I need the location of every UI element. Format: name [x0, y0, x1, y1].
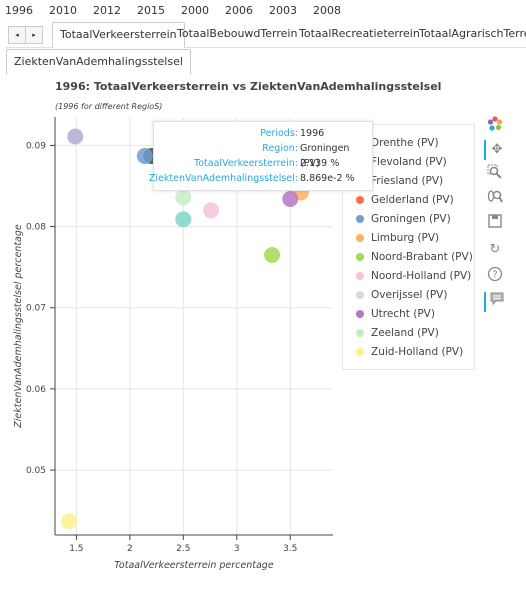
legend-swatch	[356, 310, 364, 318]
year-tab-2000[interactable]: 2000	[181, 4, 209, 17]
legend-label: Zuid-Holland (PV)	[371, 346, 464, 358]
year-tab-2003[interactable]: 2003	[269, 4, 297, 17]
legend-item-groningen[interactable]: Groningen (PV)	[356, 210, 451, 228]
y-axis-label: ZiektenVanAdemhalingsstelsel percentage	[13, 224, 24, 429]
x-tick-label: 2	[127, 544, 133, 554]
hover-icon[interactable]	[484, 292, 508, 312]
y-tick-label: 0.05	[26, 466, 46, 476]
scatter-point[interactable]	[264, 246, 281, 263]
legend-swatch	[356, 234, 364, 242]
tab-totaal-agrarisch-terrein[interactable]: TotaalAgrarischTerrein	[419, 27, 526, 40]
hover-tooltip: Periods: 1996 Region: Groningen (PV) Totaa…	[149, 121, 373, 191]
legend-label: Zeeland (PV)	[371, 327, 439, 339]
legend-swatch	[356, 196, 364, 204]
legend-label: Limburg (PV)	[371, 232, 440, 244]
scatter-point[interactable]	[282, 190, 299, 207]
legend-swatch	[356, 348, 364, 356]
tooltip-row-region: Region: Groningen (PV)	[154, 141, 372, 169]
legend-label: Gelderland (PV)	[371, 194, 454, 206]
tooltip-value: 8.869e-2 %	[300, 173, 355, 184]
tab-ziekten-van-ademhalingsstelsel[interactable]: ZiektenVanAdemhalingsstelsel	[6, 49, 191, 74]
x-tick-label: 2.5	[176, 544, 190, 554]
year-tab-2010[interactable]: 2010	[49, 4, 77, 17]
legend-label: Friesland (PV)	[371, 175, 444, 187]
legend-item-gelderland[interactable]: Gelderland (PV)	[356, 191, 454, 209]
help-icon[interactable]: ?	[484, 266, 506, 286]
year-tab-2008[interactable]: 2008	[313, 4, 341, 17]
tooltip-key: TotaalVerkeersterrein:	[194, 158, 298, 169]
tooltip-key: Periods:	[260, 128, 298, 139]
legend-label: Noord-Brabant (PV)	[371, 251, 473, 263]
year-tab-2015[interactable]: 2015	[137, 4, 165, 17]
bokeh-logo-icon[interactable]	[484, 116, 506, 136]
year-tabs: 1996 2010 2012 2015 2000 2006 2003 2008	[0, 0, 349, 22]
legend-label: Noord-Holland (PV)	[371, 270, 472, 282]
wheel-zoom-icon[interactable]	[484, 188, 506, 208]
x-tick-label: 3	[234, 544, 240, 554]
y-tick-label: 0.06	[26, 385, 46, 395]
y-tick-label: 0.09	[26, 141, 46, 151]
pan-icon[interactable]: ✥	[484, 140, 508, 160]
legend-label: Drenthe (PV)	[371, 137, 439, 149]
scatter-point[interactable]	[136, 147, 153, 164]
scatter-point[interactable]	[67, 128, 84, 145]
scatter-point[interactable]	[175, 189, 192, 206]
legend-swatch	[356, 272, 364, 280]
tooltip-key: ZiektenVanAdemhalingsstelsel:	[148, 173, 298, 184]
y-axis-ticks: 0.05 0.06 0.07 0.08 0.09	[26, 141, 55, 476]
scatter-point[interactable]	[175, 211, 192, 228]
legend-item-noord-holland[interactable]: Noord-Holland (PV)	[356, 267, 471, 285]
tooltip-key: Region:	[262, 143, 298, 154]
x-axis-label: TotaalVerkeersterrein percentage	[114, 560, 274, 571]
legend-swatch	[356, 329, 364, 337]
legend-item-zuid-holland[interactable]: Zuid-Holland (PV)	[356, 343, 463, 361]
year-tab-2012[interactable]: 2012	[93, 4, 121, 17]
tab-scroll-buttons: ◂ ▸	[8, 26, 43, 44]
legend-swatch	[356, 215, 364, 223]
x-tick-label: 3.5	[283, 544, 297, 554]
legend-swatch	[356, 253, 364, 261]
tooltip-row-x-value: TotaalVerkeersterrein: 2.139 %	[154, 156, 372, 171]
reset-icon[interactable]: ↻	[489, 242, 501, 257]
tab-scroll-right-button[interactable]: ▸	[26, 26, 43, 44]
legend-swatch	[356, 291, 364, 299]
tab-scroll-left-button[interactable]: ◂	[8, 26, 26, 44]
legend-label: Utrecht (PV)	[371, 308, 435, 320]
tab-totaal-bebouwd-terrein[interactable]: TotaalBebouwdTerrein	[177, 27, 298, 40]
tooltip-value: Groningen (PV)	[300, 143, 350, 169]
box-zoom-icon[interactable]	[484, 164, 506, 184]
save-icon[interactable]	[484, 214, 506, 234]
plot-title: 1996: TotaalVerkeersterrein vs ZiektenVa…	[55, 80, 442, 93]
legend-label: Groningen (PV)	[371, 213, 451, 225]
tooltip-row-y-value: ZiektenVanAdemhalingsstelsel: 8.869e-2 %	[149, 171, 372, 186]
tooltip-value: 2.139 %	[300, 158, 340, 169]
tooltip-value: 1996	[300, 128, 325, 139]
legend-label: Flevoland (PV)	[371, 156, 447, 168]
legend-item-overijssel[interactable]: Overijssel (PV)	[356, 286, 447, 304]
scatter-point[interactable]	[60, 513, 77, 530]
x-axis-ticks: 1.5 2 2.5 3 3.5	[69, 535, 297, 554]
year-tab-1996[interactable]: 1996	[5, 4, 33, 17]
variable-tab-bar: ◂ ▸ TotaalVerkeersterrein TotaalBebouwdT…	[6, 22, 526, 48]
plot-subtitle: (1996 for different RegioS)	[55, 102, 163, 111]
y-tick-label: 0.08	[26, 223, 46, 233]
tab-totaal-recreatieterrein[interactable]: TotaalRecreatieterrein	[299, 27, 420, 40]
legend-label: Overijssel (PV)	[371, 289, 448, 301]
y-tick-label: 0.07	[26, 304, 46, 314]
svg-text:?: ?	[492, 270, 497, 281]
scatter-point[interactable]	[203, 202, 220, 219]
legend-item-utrecht[interactable]: Utrecht (PV)	[356, 305, 435, 323]
x-tick-label: 1.5	[69, 544, 83, 554]
legend-item-noord-brabant[interactable]: Noord-Brabant (PV)	[356, 248, 473, 266]
tab-totaal-verkeersterrein[interactable]: TotaalVerkeersterrein	[52, 22, 185, 48]
legend-item-limburg[interactable]: Limburg (PV)	[356, 229, 439, 247]
legend-item-zeeland[interactable]: Zeeland (PV)	[356, 324, 439, 342]
year-tab-2006[interactable]: 2006	[225, 4, 253, 17]
tooltip-row-periods: Periods: 1996	[154, 126, 372, 141]
